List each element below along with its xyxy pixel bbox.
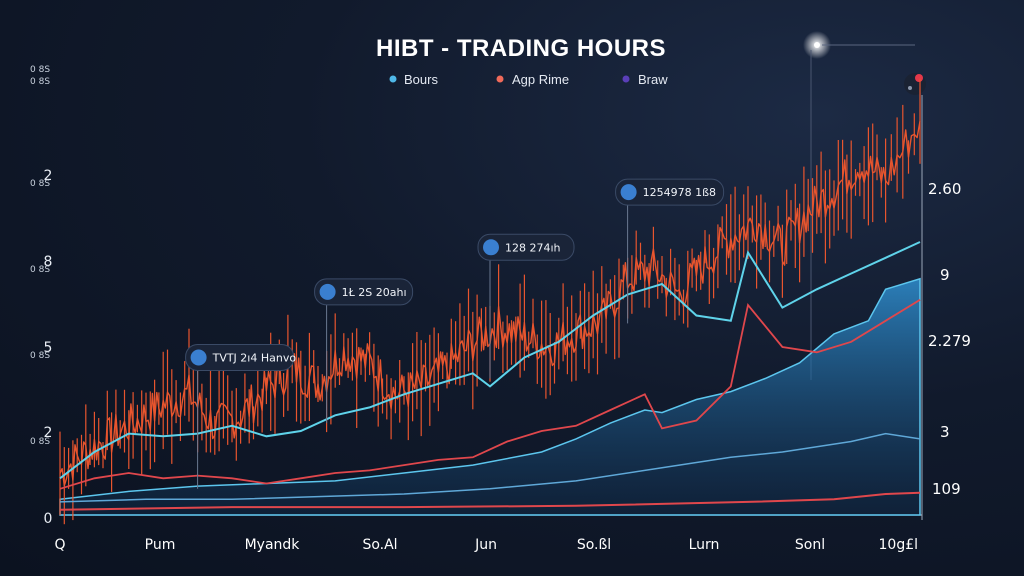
callout-label: TVTJ 2ı4 Hanvo (212, 352, 297, 365)
right-value-label: 9 (940, 266, 950, 284)
y-tick-small-label: 0 8S (30, 77, 50, 87)
light-dot-icon (814, 42, 820, 48)
x-tick-label: So.Al (362, 537, 397, 553)
x-tick-label: Pum (145, 537, 176, 553)
callout-label: 1254978 1ß8 (643, 186, 716, 199)
y-tick-small-label: 0 8S (30, 179, 50, 189)
series-red-baseline (59, 491, 921, 511)
legend-label-braw: Braw (638, 72, 668, 87)
callout-box (477, 233, 575, 261)
legend: Bours Agp Rime Braw (389, 72, 668, 87)
right-value-label: 2.279 (928, 332, 971, 350)
right-value-label: 2.60 (928, 180, 961, 198)
y-tick-label: 8 (44, 254, 53, 270)
series-low-cyan (59, 432, 921, 503)
y-tick-small-label: 0 8S (30, 351, 50, 361)
callout-badge-icon (190, 349, 207, 366)
legend-label-agp-rime: Agp Rime (512, 72, 569, 87)
callout-box (185, 344, 295, 371)
callout-1: TVTJ 2ı4 Hanvo (185, 344, 297, 489)
callout-box (314, 278, 414, 306)
x-tick-label: Jun (474, 537, 497, 553)
y-tick-label: 2 (44, 168, 53, 184)
x-tick-label: Myandk (245, 537, 301, 553)
callout-badge-icon (620, 184, 637, 201)
y-tick-small-label: 0 8S (30, 265, 50, 275)
chart-title: HIBT - TRADING HOURS (376, 35, 666, 62)
series-area-blue (59, 277, 921, 516)
y-tick-label: 0 (44, 511, 53, 527)
right-value-label: 109 (932, 480, 961, 498)
callout-badge-icon (483, 239, 499, 256)
callout-3: 128 274ıh (477, 233, 575, 379)
x-tick-label: 10g£l (879, 537, 919, 553)
plot-area (59, 78, 921, 525)
legend-dot-agp-rime (496, 75, 504, 83)
callout-2: 1Ł 2S 20ahı (314, 278, 414, 424)
y-tick-small-label: 0 8S (30, 65, 50, 75)
callout-box (615, 178, 725, 206)
series-red-mid (59, 299, 921, 490)
callouts: TVTJ 2ı4 Hanvo 1Ł 2S 20ahı 128 274ıh 125497… (185, 178, 725, 489)
x-tick-label: So.ßl (577, 537, 611, 553)
callout-badge-icon (319, 283, 336, 300)
y-tick-label: 2 (44, 425, 53, 441)
orb-icon (904, 73, 926, 95)
axis-labels: Q Pum Myandk So.Al Jun So.ßl Lurn Sonl 10g£l 0 2 5 8… (30, 65, 971, 553)
callout-label: 1Ł 2S 20ahı (342, 286, 407, 299)
right-value-label: 3 (940, 423, 950, 441)
legend-label-bours: Bours (404, 72, 438, 87)
legend-dot-bours (389, 75, 397, 83)
callout-label: 128 274ıh (505, 241, 561, 254)
y-tick-small-label: 0 8S (30, 437, 50, 447)
x-tick-label: Lurn (689, 537, 720, 553)
series-cyan-upper (59, 241, 921, 480)
callout-4: 1254978 1ß8 (615, 178, 725, 324)
legend-dot-braw (622, 75, 630, 83)
x-tick-label: Q (54, 537, 65, 553)
x-tick-label: Sonl (795, 537, 825, 553)
y-tick-label: 5 (44, 340, 53, 356)
